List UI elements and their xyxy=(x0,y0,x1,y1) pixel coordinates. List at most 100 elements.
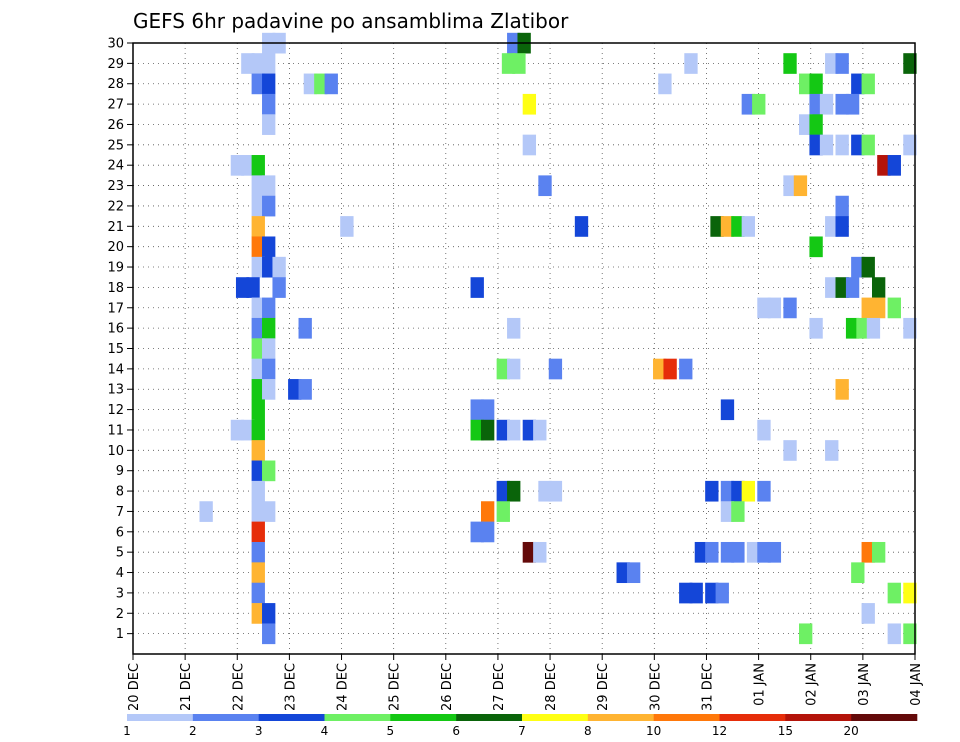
colorbar-label: 5 xyxy=(387,724,395,738)
heatmap-cell xyxy=(679,358,693,380)
heatmap-cell xyxy=(251,440,265,461)
y-tick-label: 1 xyxy=(116,627,124,642)
heatmap-cell xyxy=(741,93,755,115)
heatmap-cell xyxy=(574,216,589,237)
heatmap-cell xyxy=(251,195,265,217)
heatmap-cell xyxy=(251,603,265,624)
heatmap-cell xyxy=(262,195,276,217)
heatmap-cell xyxy=(767,297,782,319)
heatmap-cell xyxy=(715,582,729,604)
heatmap-cell xyxy=(251,53,265,74)
y-tick-label: 2 xyxy=(116,607,124,622)
x-tick-label: 27 DEC xyxy=(492,663,507,711)
heatmap-cell xyxy=(496,419,510,441)
y-tick-label: 10 xyxy=(107,444,124,459)
heatmap-cell xyxy=(877,155,891,176)
colorbar-label: 20 xyxy=(844,724,859,738)
heatmap-cell xyxy=(903,134,917,156)
heatmap-cell xyxy=(251,317,265,339)
colorbar-swatch xyxy=(851,714,918,721)
heatmap-cell xyxy=(809,236,823,258)
heatmap-cell xyxy=(251,582,265,604)
y-tick-label: 8 xyxy=(116,485,124,500)
heatmap-cell xyxy=(298,317,312,339)
x-axis-ticks: 20 DEC 21 DEC 22 DEC 23 DEC 24 DEC 25 DEC 26 D… xyxy=(127,654,924,711)
heatmap-cell xyxy=(809,73,823,95)
heatmap-cell xyxy=(658,73,672,95)
heatmap-cell xyxy=(720,216,735,237)
heatmap-cell xyxy=(819,134,834,156)
heatmap-cell xyxy=(851,256,865,278)
y-tick-label: 9 xyxy=(116,464,124,479)
heatmap-cell xyxy=(871,297,886,319)
heatmap-cell xyxy=(340,216,354,237)
heatmap-cell xyxy=(767,541,782,563)
y-tick-label: 29 xyxy=(107,57,124,72)
heatmap-cell xyxy=(793,175,808,197)
colorbar-label: 4 xyxy=(321,724,329,738)
heatmap-cell xyxy=(262,73,276,95)
colorbar-label: 7 xyxy=(518,724,526,738)
heatmap-cell xyxy=(653,358,667,380)
heatmap-cell xyxy=(720,480,735,502)
heatmap-cell xyxy=(746,541,761,563)
heatmap-cell xyxy=(825,277,839,298)
heatmap-cell xyxy=(480,521,495,543)
heatmap-cell xyxy=(903,582,917,604)
heatmap-cell xyxy=(783,297,797,319)
y-tick-label: 7 xyxy=(116,505,124,520)
heatmap-cell xyxy=(262,379,276,400)
heatmap-cell xyxy=(809,93,823,115)
colorbar-label: 2 xyxy=(189,724,197,738)
heatmap-cell xyxy=(903,317,917,339)
x-tick-label: 28 DEC xyxy=(544,663,559,711)
heatmap-cell xyxy=(251,379,265,400)
y-tick-label: 30 xyxy=(107,37,124,52)
heatmap-cell xyxy=(825,53,839,74)
heatmap-cell xyxy=(262,338,276,359)
y-tick-label: 26 xyxy=(107,118,124,133)
y-tick-label: 23 xyxy=(107,179,124,194)
heatmap-cell xyxy=(903,53,917,74)
heatmap-cell xyxy=(251,399,265,421)
heatmap-cell xyxy=(861,73,875,95)
heatmap-cell xyxy=(835,195,849,217)
heatmap-cell xyxy=(616,562,630,584)
y-tick-label: 4 xyxy=(116,566,124,581)
x-tick-label: 01 JAN xyxy=(753,663,768,706)
heatmap-cell xyxy=(507,317,521,339)
heatmap-cell xyxy=(887,155,901,176)
colorbar-label: 6 xyxy=(452,724,460,738)
x-tick-label: 29 DEC xyxy=(596,663,611,711)
heatmap-cell xyxy=(757,419,771,441)
heatmap-cell xyxy=(251,541,265,563)
heatmap-cell xyxy=(507,480,521,502)
heatmap-cell xyxy=(512,53,526,74)
heatmap-cell xyxy=(501,53,516,74)
heatmap-cell xyxy=(741,216,755,237)
heatmap-cell xyxy=(470,419,484,441)
heatmap-cell xyxy=(251,460,265,482)
heatmap-cell xyxy=(731,541,745,563)
heatmap-cell xyxy=(799,73,813,95)
heatmap-cell xyxy=(522,541,537,563)
x-tick-label: 24 DEC xyxy=(336,663,351,711)
heatmap-cell xyxy=(866,317,881,339)
heatmap-cell xyxy=(522,93,537,115)
heatmap-cell xyxy=(470,521,484,543)
heatmap-cell xyxy=(694,541,709,563)
heatmap-cell xyxy=(235,277,250,298)
heatmap-cell xyxy=(731,216,745,237)
y-tick-label: 15 xyxy=(107,342,124,357)
heatmap-cell xyxy=(548,480,563,502)
colorbar-swatch xyxy=(390,714,457,721)
heatmap-cell xyxy=(251,297,265,319)
heatmap-cell xyxy=(825,440,839,461)
heatmap-cell xyxy=(496,501,510,522)
heatmap-cell xyxy=(819,93,834,115)
heatmap-cell xyxy=(757,480,771,502)
heatmap-cell xyxy=(272,277,286,298)
heatmap-cell xyxy=(720,541,735,563)
chart-title: GEFS 6hr padavine po ansamblima Zlatibor xyxy=(133,9,569,33)
